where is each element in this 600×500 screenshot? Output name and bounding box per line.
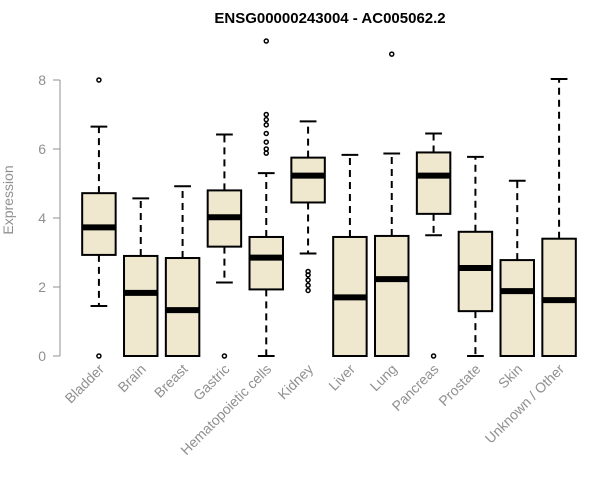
y-tick-label: 0 [38,348,46,364]
box-lung [374,51,410,357]
y-tick-label: 4 [38,210,46,226]
outlier-point [430,353,437,359]
x-tick-label: Brain [114,361,148,395]
outlier-point [305,282,311,289]
x-tick-label: Unknown / Other [482,361,568,447]
box-iqr [248,235,284,291]
box-iqr [123,254,159,357]
outlier-point [389,51,395,57]
box-hematopoietic-cells [248,38,284,357]
x-tick-label: Lung [367,361,400,394]
outlier-point [263,38,269,44]
box-iqr [164,257,201,357]
box-series [81,38,577,359]
box-pancreas [415,132,452,359]
y-axis-label: Expression [0,165,16,234]
box-brain [123,197,159,357]
box-unknown-other [541,77,577,357]
y-tick-label: 2 [38,279,46,295]
outlier-point [96,77,102,83]
x-tick-label: Bladder [62,361,108,407]
outlier-point [263,122,269,128]
box-prostate [457,155,494,357]
outlier-point [263,130,269,137]
box-breast [164,185,201,357]
chart-title: ENSG00000243004 - AC005062.2 [214,10,445,27]
outlier-point [263,116,269,123]
box-iqr [374,234,410,357]
box-iqr [81,192,117,256]
outlier-point [96,353,102,359]
x-tick-label: Kidney [275,361,317,403]
y-axis: 0 2 4 6 8 [38,72,61,364]
box-iqr [499,259,535,357]
box-liver [332,153,368,358]
x-tick-label: Liver [325,361,358,394]
box-skin [499,179,535,357]
x-tick-label: Skin [495,361,526,392]
outlier-point [305,287,311,294]
outlier-point [305,268,311,275]
outlier-point [305,277,311,283]
x-tick-label: Breast [151,361,191,401]
box-iqr [415,151,452,215]
outlier-point [263,139,269,145]
y-tick-label: 8 [38,72,46,88]
outlier-point [263,146,269,152]
outlier-point [221,353,228,359]
box-gastric [206,133,243,359]
box-kidney [290,120,326,294]
outlier-point [263,111,269,118]
box-bladder [81,77,117,359]
x-tick-label: Prostate [435,361,483,409]
box-iqr [457,230,494,313]
x-tick-label: Pancreas [389,361,442,414]
y-tick-label: 6 [38,141,46,157]
box-iqr [290,156,326,204]
